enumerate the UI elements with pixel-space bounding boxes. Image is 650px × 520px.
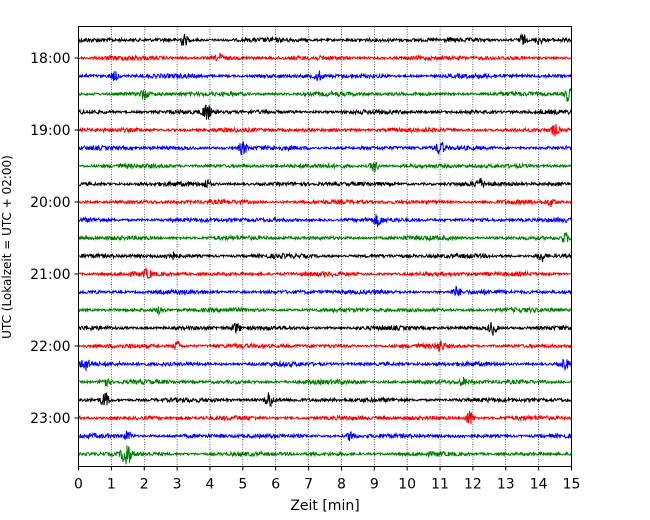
trace-line: [78, 231, 572, 243]
trace-line: [78, 410, 572, 425]
x-axis-ticks: 0 1 2 3 4 5 6 7 8 9 10 11 12 13 14 15: [74, 466, 581, 493]
trace-line: [78, 376, 572, 387]
x-tick-label: 13: [497, 477, 515, 493]
seismic-traces: [78, 32, 572, 465]
y-tick-label: 22:00: [30, 339, 70, 355]
y-axis-label: UTC (Lokalzeit = UTC + 02:00): [0, 155, 14, 339]
trace-line: [78, 392, 572, 408]
x-tick-label: 7: [304, 477, 313, 493]
x-tick-label: 1: [107, 477, 116, 493]
y-tick-label: 21:00: [30, 267, 70, 283]
x-tick-label: 12: [464, 477, 482, 493]
trace-line: [78, 161, 572, 173]
trace-line: [78, 214, 572, 227]
trace-line: [78, 250, 572, 263]
trace-line: [78, 87, 572, 103]
y-axis-ticks: 18:00 19:00 20:00 21:00 22:00 23:00: [30, 51, 79, 427]
trace-line: [78, 197, 572, 208]
y-tick-label: 19:00: [30, 123, 70, 139]
trace-line: [78, 52, 572, 62]
x-tick-label: 14: [530, 477, 548, 493]
y-tick-label: 23:00: [30, 411, 70, 427]
trace-line: [78, 340, 572, 353]
y-tick-label: 20:00: [30, 195, 70, 211]
x-tick-label: 6: [271, 477, 280, 493]
x-tick-label: 4: [206, 477, 215, 493]
trace-line: [78, 123, 572, 137]
trace-line: [78, 358, 572, 372]
trace-line: [78, 445, 572, 465]
trace-line: [78, 286, 572, 297]
x-tick-label: 2: [140, 477, 149, 493]
x-tick-label: 8: [337, 477, 346, 493]
plot-frame: [78, 26, 572, 467]
trace-line: [78, 266, 572, 280]
trace-line: [78, 322, 572, 336]
x-tick-label: 3: [173, 477, 182, 493]
trace-line: [78, 32, 572, 47]
x-tick-label: 10: [398, 477, 416, 493]
trace-line: [78, 306, 572, 317]
x-tick-label: 0: [74, 477, 83, 493]
x-tick-label: 11: [431, 477, 449, 493]
x-tick-label: 15: [563, 477, 581, 493]
x-axis-label: Zeit [min]: [290, 498, 359, 514]
vertical-gridlines: [111, 26, 539, 467]
x-tick-label: 9: [370, 477, 379, 493]
x-tick-label: 5: [238, 477, 247, 493]
trace-line: [78, 141, 572, 156]
trace-line: [78, 177, 572, 189]
trace-line: [78, 430, 572, 442]
y-tick-label: 18:00: [30, 51, 70, 67]
trace-line: [78, 104, 572, 120]
trace-line: [78, 70, 572, 81]
